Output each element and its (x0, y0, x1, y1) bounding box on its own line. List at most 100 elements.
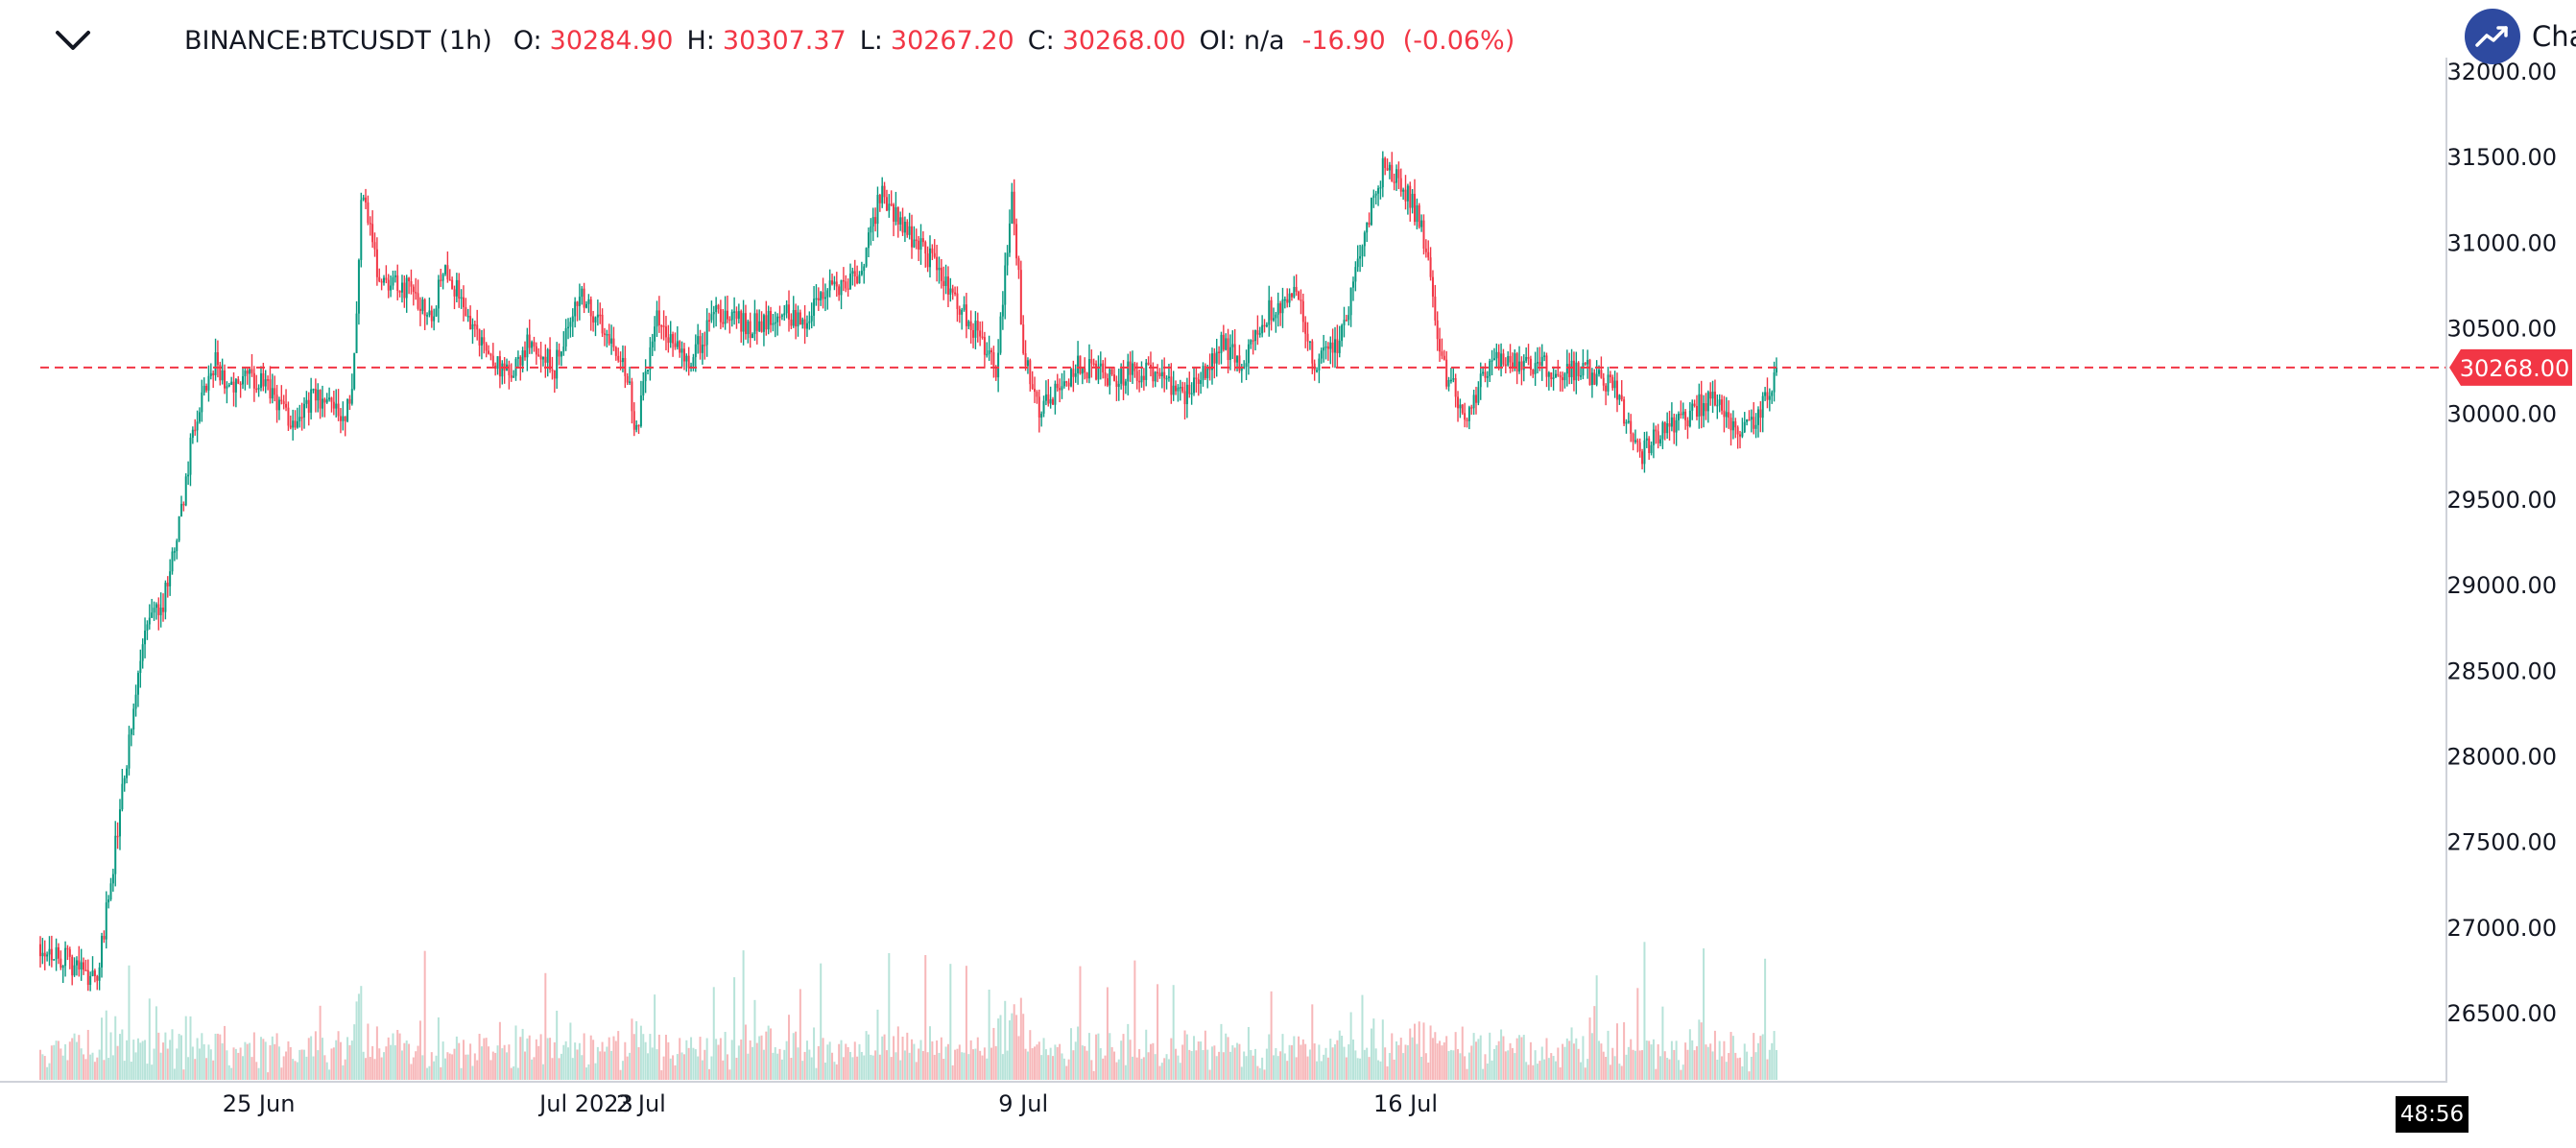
volume-bar (1705, 1044, 1707, 1080)
candle-body (990, 350, 993, 352)
candle-body (1643, 440, 1646, 465)
volume-bar (1391, 1033, 1394, 1080)
candle-body (749, 321, 751, 339)
candle-body (526, 334, 529, 358)
candle-body (1623, 399, 1626, 424)
volume-bar (1418, 1021, 1420, 1080)
candle-body (157, 604, 160, 615)
candle-body (1363, 232, 1366, 247)
volume-bar (196, 1038, 199, 1080)
candle-body (1525, 356, 1528, 361)
candle-body (728, 319, 731, 322)
candle-body (1584, 363, 1586, 365)
volume-bar (1279, 1051, 1282, 1080)
volume-bar (508, 1044, 511, 1080)
volume-bar (667, 1041, 670, 1080)
candle-body (704, 345, 706, 347)
candle-body (1349, 287, 1352, 316)
volume-bar (1157, 984, 1159, 1080)
volume-bar (179, 1035, 182, 1080)
symbol-title[interactable]: BINANCE:BTCUSDT (1h) (184, 25, 492, 56)
candle-body (314, 389, 317, 401)
candle-body (954, 292, 957, 295)
volume-bar (171, 1029, 174, 1080)
candle-body (1132, 363, 1133, 375)
volume-bar (951, 1064, 954, 1080)
candle-body (571, 316, 574, 323)
volume-bar (1097, 1033, 1100, 1080)
candle-body (1158, 372, 1161, 377)
volume-bar (1379, 1061, 1382, 1080)
candle-body (1167, 376, 1170, 378)
volume-bar (1318, 1044, 1321, 1080)
candle-body (212, 372, 215, 375)
volume-bar (878, 1054, 881, 1080)
price-tick-label: 26500.00 (2446, 1000, 2557, 1027)
volume-bar (1254, 1048, 1257, 1080)
volume-bar (157, 1032, 160, 1080)
candle-body (1085, 372, 1088, 379)
volume-bar (1563, 1046, 1566, 1080)
candle-body (845, 281, 847, 289)
candle-body (1486, 375, 1489, 378)
volume-bar (647, 1053, 650, 1080)
volume-bar (1295, 1057, 1298, 1080)
volume-bar (169, 1040, 172, 1080)
brand-link[interactable]: Charts p (2465, 6, 2576, 67)
candle-body (252, 372, 255, 389)
volume-bar (1301, 1039, 1304, 1080)
candle-body (687, 355, 690, 369)
volume-bar (1609, 1064, 1611, 1080)
volume-bar (1470, 1045, 1473, 1080)
candle-body (1764, 392, 1767, 396)
candle-body (965, 304, 967, 326)
candle-body (799, 312, 801, 325)
volume-bar (1233, 1047, 1236, 1080)
volume-bar (549, 1038, 552, 1080)
candle-body (209, 372, 212, 376)
volume-bar (1356, 1058, 1359, 1080)
candle-body (262, 372, 265, 387)
candle-body (1316, 370, 1319, 372)
candle-body (1147, 362, 1150, 365)
candle-body (1641, 451, 1644, 465)
candle-body (1056, 383, 1059, 389)
volume-bar (91, 1052, 94, 1080)
candle-body (1067, 382, 1070, 387)
volume-bar (795, 1031, 798, 1080)
volume-bar (105, 1010, 107, 1080)
volume-bar (148, 998, 151, 1080)
collapse-legend-button[interactable] (50, 19, 96, 61)
candle-body (1366, 222, 1369, 233)
candle-body (1703, 403, 1705, 417)
candle-body (1534, 363, 1537, 374)
high-value: 30307.37 (722, 25, 847, 56)
candle-body (1318, 358, 1321, 371)
candle-body (1461, 404, 1464, 414)
candle-body (369, 223, 371, 225)
candle-body (976, 321, 979, 331)
candle-body (86, 969, 89, 986)
volume-bar (73, 1033, 76, 1080)
volume-bar (234, 1048, 237, 1080)
volume-bar (894, 1052, 897, 1080)
volume-bar (1268, 1034, 1271, 1080)
candle-body (1559, 375, 1562, 378)
candle-body (1372, 195, 1375, 199)
candle-body (619, 360, 622, 363)
candle-body (1595, 373, 1598, 385)
close-label: C: (1027, 25, 1055, 56)
candle-body (390, 285, 393, 291)
volume-bar (911, 1039, 914, 1080)
volume-bar (1227, 1037, 1229, 1080)
volume-bar (1308, 1049, 1311, 1080)
candle-body (1177, 387, 1180, 392)
candle-body (938, 267, 941, 271)
candle-body (1698, 394, 1701, 418)
volume-bar (856, 1056, 859, 1080)
volume-bar (1750, 1056, 1753, 1080)
candle-body (191, 429, 194, 439)
volume-bar (858, 1043, 861, 1080)
